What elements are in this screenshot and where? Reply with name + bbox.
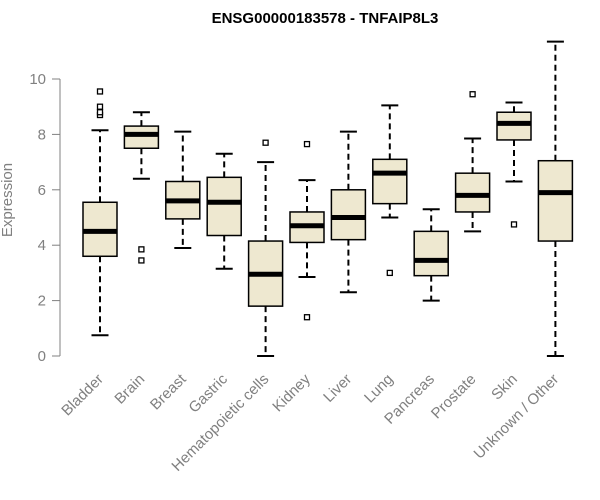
- iqr-box: [496, 111, 532, 141]
- iqr-box: [413, 230, 449, 277]
- box-prostate: [454, 91, 491, 233]
- x-tick-label: Prostate: [428, 371, 480, 423]
- box-bladder: [82, 88, 118, 337]
- outlier-point: [303, 140, 311, 148]
- iqr-box: [537, 159, 574, 242]
- box-pancreas: [413, 208, 449, 302]
- y-axis: 0 2 4 6 8 10: [29, 71, 61, 365]
- outlier-point: [138, 257, 145, 264]
- x-tick-label: Lung: [361, 371, 397, 407]
- box-breast: [165, 130, 201, 249]
- y-tick-label: 6: [38, 182, 46, 199]
- y-tick-label: 0: [38, 348, 46, 365]
- box-series: [82, 40, 574, 357]
- box-kidney: [289, 140, 325, 321]
- outlier-point: [386, 269, 393, 277]
- outlier-point: [303, 314, 311, 321]
- iqr-box: [123, 125, 160, 149]
- box-brain: [123, 111, 160, 264]
- y-axis-title: Expression: [0, 163, 16, 237]
- x-tick-label: Brain: [111, 371, 148, 408]
- box-liver: [330, 130, 367, 294]
- outlier-point: [96, 103, 104, 110]
- outlier-point: [262, 139, 269, 146]
- box-lung: [372, 104, 408, 277]
- iqr-box: [206, 176, 242, 237]
- x-tick-label: Skin: [488, 371, 521, 404]
- y-tick-label: 10: [29, 71, 46, 88]
- outlier-point: [138, 246, 145, 253]
- iqr-box: [454, 172, 491, 213]
- iqr-box: [372, 158, 408, 205]
- box-skin: [496, 101, 532, 228]
- y-tick-label: 8: [38, 126, 46, 143]
- iqr-box: [330, 189, 367, 241]
- x-tick-label: Bladder: [58, 371, 107, 420]
- box-unknown-other: [537, 40, 574, 357]
- box-hematopoietic-cells: [247, 139, 284, 357]
- x-tick-label: Liver: [320, 371, 355, 406]
- outlier-point: [510, 221, 518, 228]
- chart-title: ENSG00000183578 - TNFAIP8L3: [212, 10, 439, 27]
- y-tick-label: 4: [38, 237, 46, 254]
- outlier-point: [96, 109, 104, 116]
- y-tick-label: 2: [38, 293, 46, 310]
- box-gastric: [206, 152, 242, 270]
- x-tick-label: Kidney: [269, 370, 314, 415]
- outlier-point: [469, 91, 476, 98]
- outlier-point: [96, 88, 104, 95]
- x-tick-label: Breast: [147, 370, 190, 413]
